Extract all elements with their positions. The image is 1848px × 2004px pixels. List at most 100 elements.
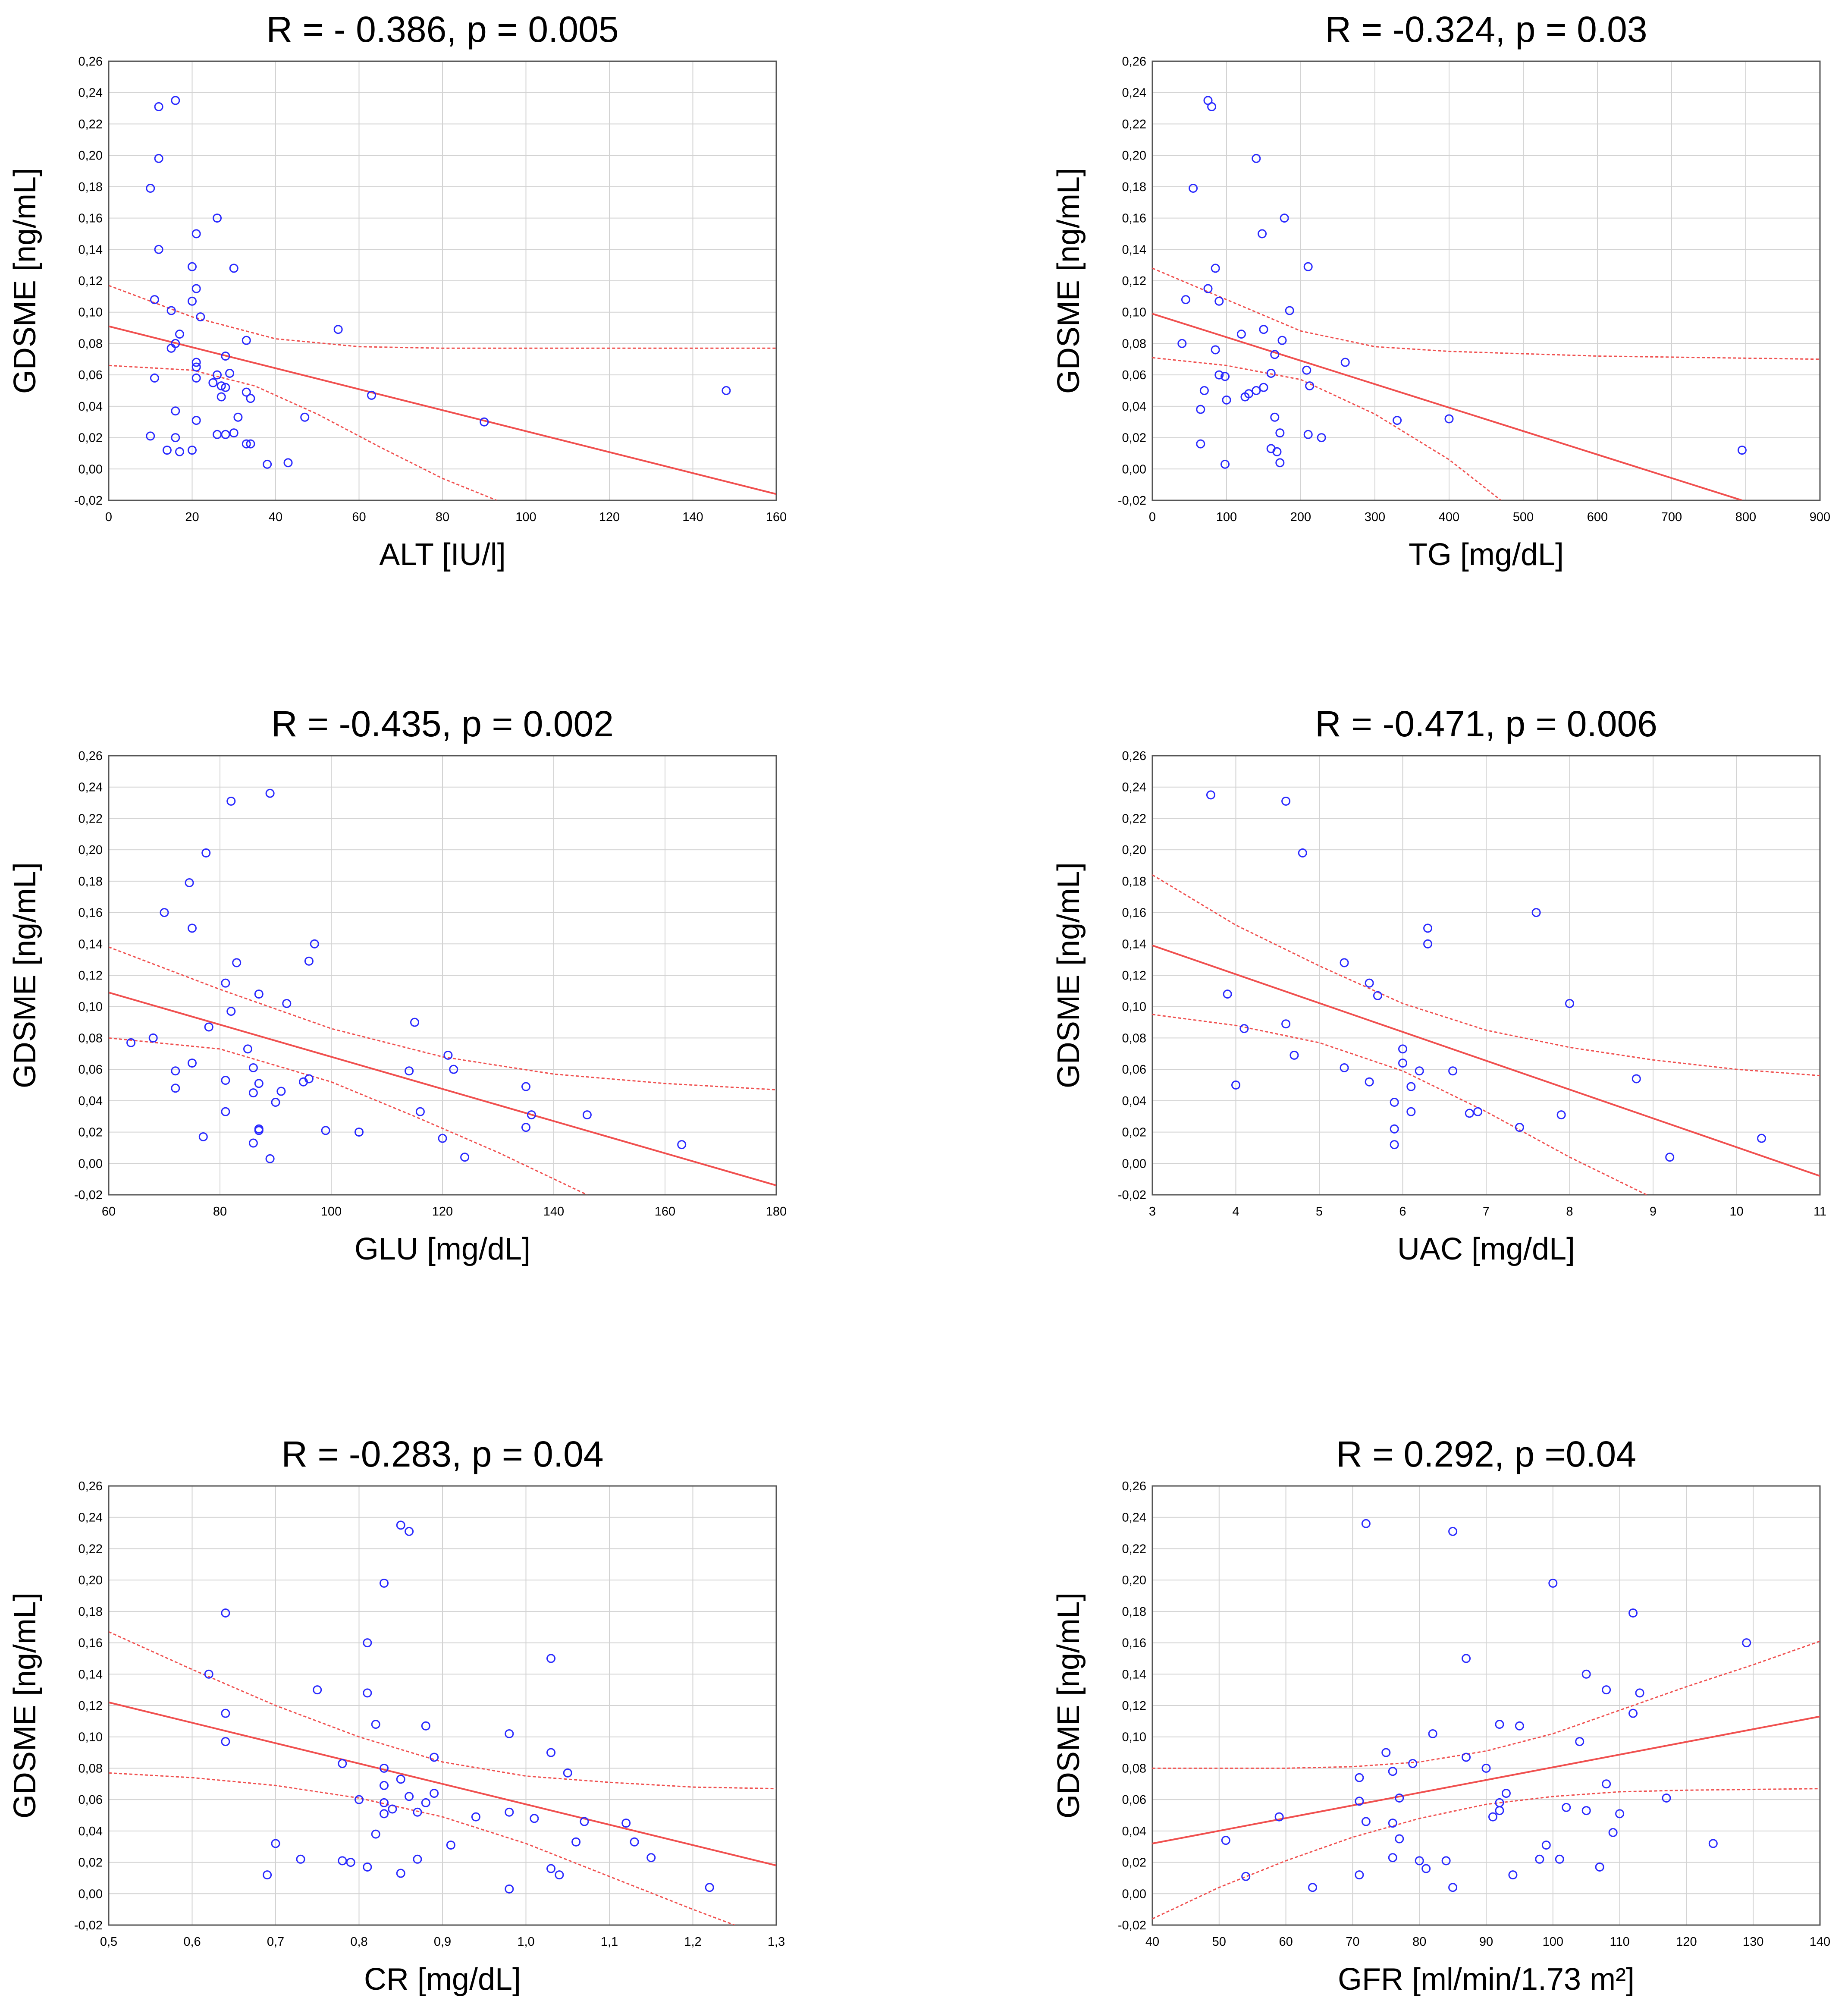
data-point bbox=[1214, 370, 1224, 380]
data-point bbox=[204, 1022, 213, 1032]
x-tick-label: 0,7 bbox=[267, 1935, 284, 1949]
y-tick-label: 0,14 bbox=[1122, 937, 1146, 951]
data-point bbox=[1275, 428, 1285, 438]
ci-upper-line bbox=[1152, 1640, 1820, 1769]
data-point bbox=[396, 1775, 405, 1784]
data-point bbox=[154, 245, 163, 254]
data-point bbox=[1628, 1709, 1638, 1718]
y-tick-label: 0,06 bbox=[1122, 1063, 1146, 1077]
data-point bbox=[1575, 1737, 1584, 1746]
data-point bbox=[430, 1753, 439, 1762]
data-point bbox=[405, 1527, 414, 1536]
data-point bbox=[1381, 1748, 1391, 1757]
data-point bbox=[1220, 372, 1230, 381]
data-point bbox=[1406, 1107, 1416, 1116]
x-tick-label: 100 bbox=[1216, 510, 1237, 524]
x-axis-label: TG [mg/dL] bbox=[1409, 537, 1564, 572]
y-tick-label: 0,10 bbox=[78, 1731, 103, 1744]
x-tick-label: 1,1 bbox=[601, 1935, 618, 1949]
data-point bbox=[413, 1807, 422, 1817]
y-tick-label: 0,24 bbox=[78, 86, 103, 100]
data-point bbox=[162, 446, 172, 455]
data-point bbox=[242, 439, 251, 449]
data-point bbox=[396, 1520, 405, 1530]
x-tick-label: 8 bbox=[1566, 1205, 1573, 1219]
data-point bbox=[380, 1763, 389, 1773]
data-point bbox=[154, 154, 163, 163]
data-point bbox=[1495, 1720, 1504, 1729]
data-point bbox=[367, 390, 377, 400]
data-point bbox=[1240, 392, 1250, 402]
data-point bbox=[380, 1578, 389, 1588]
data-point bbox=[271, 1839, 280, 1848]
y-tick-label: 0,16 bbox=[1122, 212, 1146, 226]
data-point bbox=[1441, 1856, 1451, 1866]
plot-content bbox=[109, 1520, 776, 1925]
data-point bbox=[1473, 1107, 1483, 1116]
x-tick-label: 140 bbox=[682, 510, 703, 524]
data-point bbox=[1628, 1608, 1638, 1618]
data-point bbox=[191, 373, 201, 383]
y-tick-label: 0,20 bbox=[78, 1574, 103, 1587]
data-point bbox=[1390, 1097, 1399, 1107]
data-point bbox=[248, 1138, 258, 1148]
y-axis-label: GDSME [ng/mL] bbox=[1051, 1593, 1086, 1819]
data-point bbox=[201, 848, 211, 858]
data-point bbox=[1556, 1110, 1566, 1120]
data-point bbox=[338, 1856, 347, 1866]
y-tick-label: 0,12 bbox=[1122, 1699, 1146, 1713]
data-point bbox=[1266, 369, 1276, 378]
data-point bbox=[346, 1858, 355, 1867]
data-point bbox=[1448, 1066, 1458, 1076]
data-point bbox=[246, 394, 255, 403]
y-tick-label: 0,18 bbox=[78, 180, 103, 194]
x-tick-label: 9 bbox=[1650, 1205, 1657, 1219]
data-point bbox=[1280, 214, 1289, 223]
y-tick-label: 0,22 bbox=[1122, 117, 1146, 131]
data-point bbox=[225, 369, 235, 378]
y-tick-label: 0,02 bbox=[78, 1856, 103, 1870]
data-point bbox=[265, 788, 275, 798]
x-tick-label: 70 bbox=[1346, 1935, 1359, 1949]
data-point bbox=[1281, 1019, 1291, 1029]
y-tick-label: 0,22 bbox=[78, 1542, 103, 1556]
data-point bbox=[1581, 1806, 1591, 1816]
x-tick-label: 160 bbox=[766, 510, 787, 524]
y-tick-label: 0,18 bbox=[1122, 180, 1146, 194]
data-point bbox=[283, 458, 293, 468]
x-tick-label: 80 bbox=[1412, 1935, 1426, 1949]
data-point bbox=[263, 1870, 272, 1880]
x-tick-label: 100 bbox=[515, 510, 536, 524]
data-point bbox=[546, 1748, 556, 1757]
data-point bbox=[355, 1128, 364, 1137]
data-point bbox=[580, 1817, 589, 1826]
data-point bbox=[480, 417, 489, 427]
data-point bbox=[221, 1709, 230, 1718]
y-tick-label: 0,18 bbox=[78, 1605, 103, 1619]
data-point bbox=[213, 370, 222, 380]
data-point bbox=[1258, 229, 1267, 239]
data-point bbox=[1428, 1729, 1437, 1738]
x-tick-label: 120 bbox=[432, 1205, 453, 1219]
data-point bbox=[505, 1729, 514, 1738]
y-tick-label: 0,00 bbox=[1122, 1887, 1146, 1901]
y-tick-label: 0,02 bbox=[78, 1126, 103, 1140]
plot-frame bbox=[1151, 60, 1821, 501]
data-point bbox=[1365, 978, 1374, 988]
ci-upper-line bbox=[1152, 267, 1820, 360]
data-point bbox=[1203, 284, 1213, 293]
y-tick-label: 0,14 bbox=[1122, 1668, 1146, 1681]
data-point bbox=[216, 381, 226, 391]
y-tick-label: 0,26 bbox=[78, 55, 103, 69]
x-tick-label: 3 bbox=[1149, 1205, 1156, 1219]
data-point bbox=[1308, 1883, 1318, 1892]
data-point bbox=[304, 956, 314, 966]
x-tick-label: 90 bbox=[1479, 1935, 1493, 1949]
x-tick-label: 500 bbox=[1513, 510, 1534, 524]
y-axis-label: GDSME [ng/mL] bbox=[1051, 862, 1086, 1088]
data-point bbox=[1181, 295, 1190, 305]
data-point bbox=[582, 1110, 592, 1120]
data-point bbox=[1285, 306, 1294, 315]
y-tick-label: 0,12 bbox=[1122, 274, 1146, 288]
y-tick-label: 0,10 bbox=[1122, 1000, 1146, 1014]
